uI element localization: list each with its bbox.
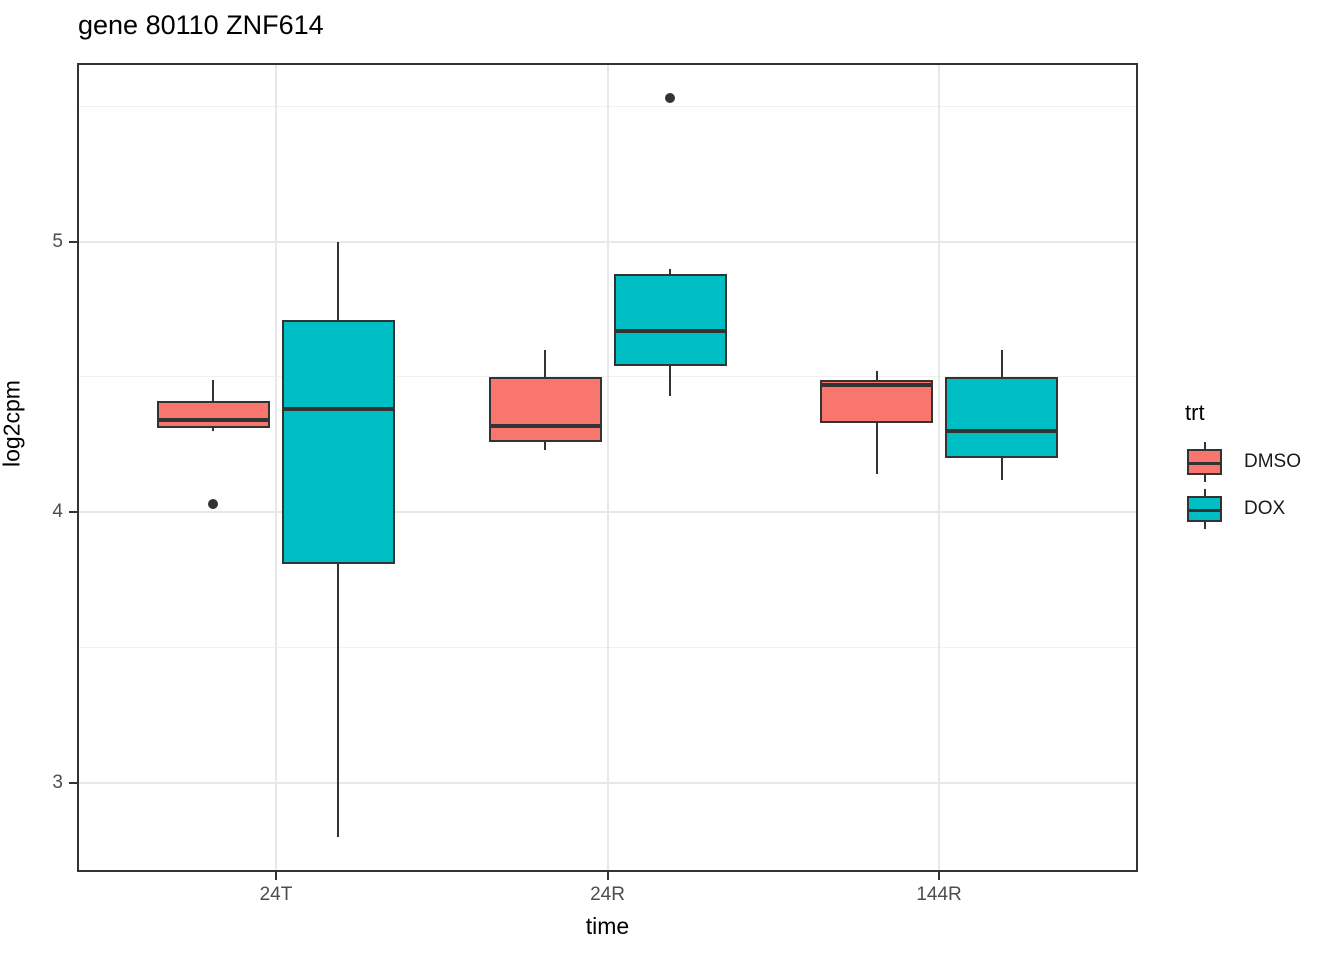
- outlier-point: [208, 499, 219, 510]
- whisker-lower: [212, 428, 215, 431]
- legend-entry-dox: DOX: [1183, 489, 1301, 529]
- whisker-lower: [337, 563, 340, 837]
- whisker-lower: [875, 422, 878, 475]
- x-tick-mark: [606, 872, 609, 880]
- median-line: [158, 418, 268, 423]
- box-dox-24R: [613, 274, 727, 367]
- x-axis-title: time: [585, 913, 630, 939]
- y-tick-label: 5: [52, 230, 63, 252]
- y-tick-label: 3: [52, 771, 63, 793]
- x-tick-label: 24R: [590, 884, 625, 905]
- legend-key-median: [1189, 462, 1220, 465]
- x-tick-mark: [274, 872, 277, 880]
- legend-title: trt: [1185, 400, 1205, 425]
- outlier-point: [665, 93, 675, 104]
- whisker-upper: [544, 349, 546, 377]
- y-tick-mark: [69, 781, 77, 784]
- box-dmso-144R: [820, 379, 934, 423]
- median-line: [490, 423, 600, 428]
- legend-entries: DMSO DOX: [1183, 442, 1301, 529]
- whisker-lower: [1000, 458, 1003, 480]
- chart-title: gene 80110 ZNF614: [78, 10, 324, 40]
- median-line: [615, 328, 725, 333]
- median-line: [822, 382, 932, 387]
- legend-key-glyph: [1187, 489, 1222, 529]
- x-tick-label: 24T: [259, 884, 293, 905]
- box-dox-144R: [945, 376, 1059, 459]
- whisker-upper: [212, 379, 215, 402]
- box-dox-24T: [281, 320, 395, 564]
- legend-label: DOX: [1244, 498, 1286, 519]
- y-tick-mark: [69, 240, 77, 243]
- median-line: [947, 428, 1057, 433]
- whisker-upper: [1000, 349, 1003, 377]
- legend: trt DMSO DOX: [1183, 400, 1301, 536]
- box-dmso-24T: [156, 401, 270, 429]
- gridline-major-x: [606, 63, 609, 872]
- whisker-lower: [669, 366, 671, 396]
- legend-key-median: [1189, 509, 1220, 512]
- y-axis-title: log2cpm: [0, 380, 25, 467]
- y-tick-mark: [69, 511, 77, 514]
- x-tick-mark: [938, 872, 941, 880]
- y-tick-label: 4: [52, 501, 63, 523]
- box-dmso-24R: [488, 376, 602, 442]
- plot-panel: [77, 63, 1138, 872]
- whisker-upper: [669, 268, 671, 275]
- whisker-lower: [544, 441, 546, 450]
- gridline-major-x: [938, 63, 941, 872]
- median-line: [283, 407, 393, 412]
- whisker-upper: [337, 241, 340, 321]
- gridline-major-x: [274, 63, 277, 872]
- x-tick-label: 144R: [916, 884, 962, 905]
- whisker-upper: [875, 371, 878, 380]
- legend-entry-dmso: DMSO: [1183, 442, 1301, 482]
- legend-key-glyph: [1187, 442, 1222, 482]
- legend-key-box: [1187, 496, 1222, 522]
- legend-label: DMSO: [1244, 451, 1301, 472]
- legend-key-box: [1187, 449, 1222, 475]
